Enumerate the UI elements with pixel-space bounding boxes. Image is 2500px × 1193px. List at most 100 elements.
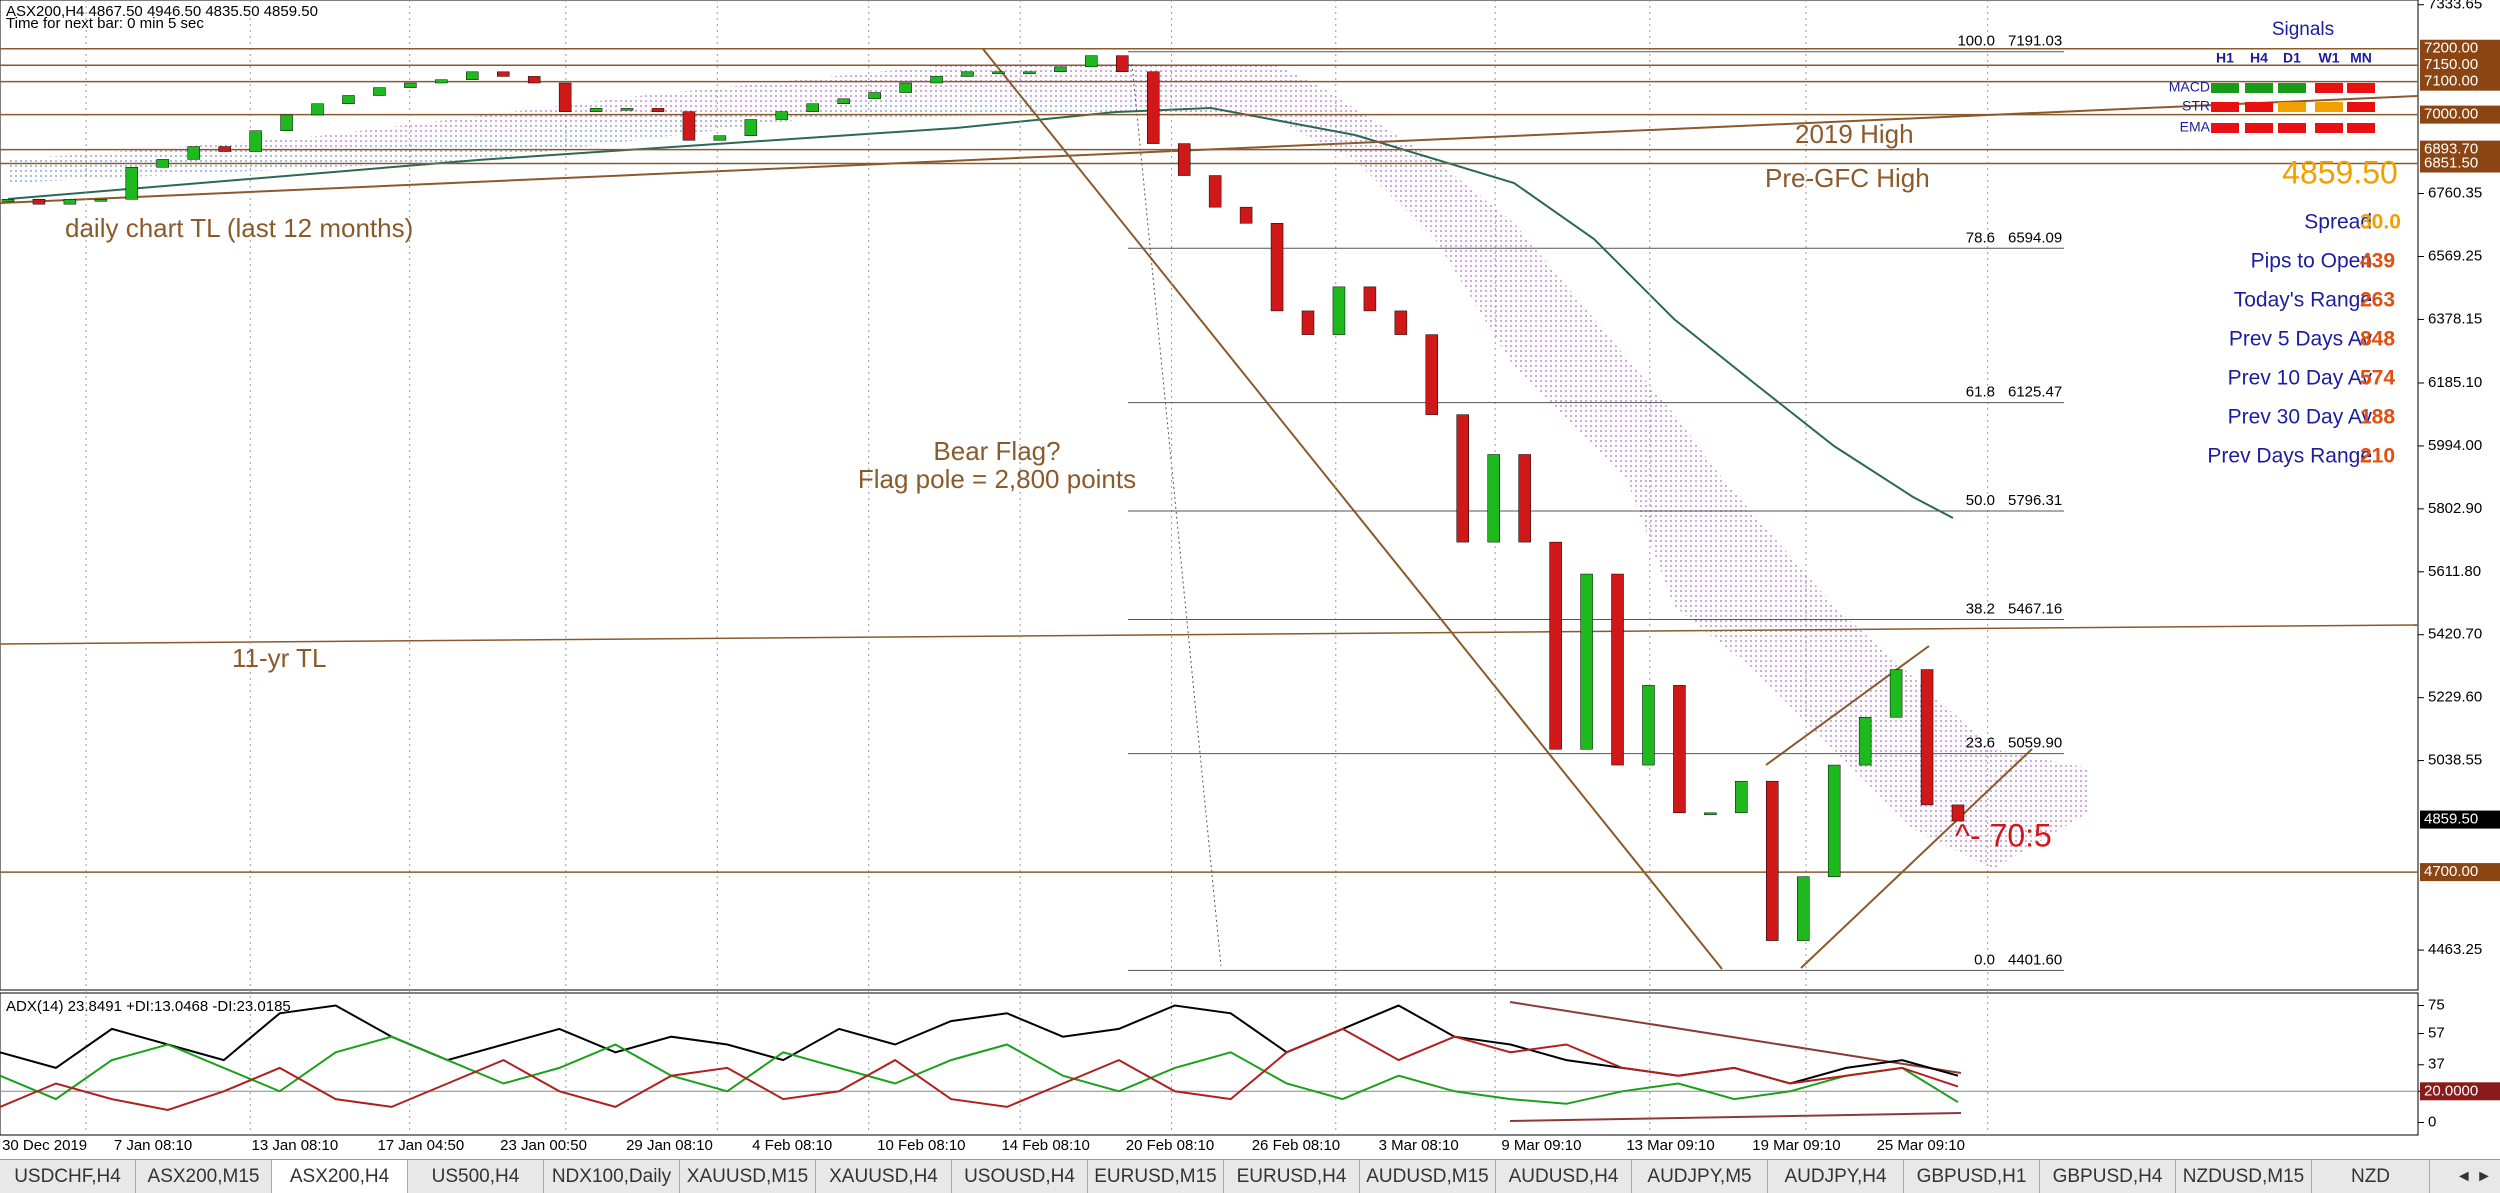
- candle: [1208, 175, 1222, 208]
- stat-value: 210: [2360, 445, 2395, 468]
- candle: [589, 108, 603, 112]
- last-price-label: 4859.50: [2424, 811, 2478, 828]
- price-panel: [0, 0, 2419, 991]
- candle: [218, 146, 231, 152]
- stat-value: 574: [2360, 367, 2395, 390]
- y-tick-label: 6185.10: [2428, 374, 2482, 391]
- level-label: 7000.00: [2424, 106, 2478, 123]
- candle: [156, 159, 170, 168]
- x-tick-label: 14 Feb 08:10: [1001, 1137, 1089, 1154]
- signal-cell: [2211, 83, 2239, 93]
- fib-level: 61.8: [1966, 384, 1995, 401]
- fib-level: 100.0: [1957, 33, 1995, 50]
- tab[interactable]: NZDUSD,M15: [2176, 1160, 2312, 1193]
- y-tick-label: 5611.80: [2428, 563, 2481, 580]
- candle: [1363, 286, 1377, 312]
- signals-row-label: STR: [2182, 98, 2210, 114]
- candle: [682, 111, 696, 141]
- candle: [342, 95, 355, 104]
- signal-cell: [2211, 123, 2239, 133]
- x-tick-label: 4 Feb 08:10: [752, 1137, 832, 1154]
- adx-tick-label: 0: [2428, 1113, 2436, 1130]
- tab[interactable]: AUDUSD,H4: [1496, 1160, 1632, 1193]
- stat-value: 848: [2360, 328, 2395, 351]
- moving-average: [7, 106, 1954, 519]
- x-tick-label: 13 Jan 08:10: [252, 1137, 339, 1154]
- tab[interactable]: ASX200,H4: [272, 1160, 408, 1193]
- level-box: [2420, 154, 2500, 173]
- candle: [620, 108, 634, 111]
- candle: [125, 167, 139, 200]
- candle: [744, 119, 758, 136]
- candle: [32, 199, 46, 205]
- tab[interactable]: EURUSD,H4: [1224, 1160, 1360, 1193]
- signal-cell: [2278, 102, 2306, 112]
- tab[interactable]: XAUUSD,H4: [816, 1160, 952, 1193]
- tab[interactable]: ASX200,M15: [136, 1160, 272, 1193]
- stat-value: 439: [2360, 250, 2395, 273]
- symbol-line: ASX200,H4 4867.50 4946.50 4835.50 4859.5…: [6, 3, 318, 20]
- x-tick-label: 30 Dec 2019: [2, 1137, 87, 1154]
- fib-price: 4401.60: [2008, 951, 2062, 968]
- y-tick-label: 5420.70: [2428, 626, 2482, 643]
- candle: [373, 87, 386, 96]
- candle: [280, 114, 293, 131]
- candle: [1023, 71, 1036, 75]
- signals-column: H4: [2250, 50, 2268, 66]
- candle: [435, 79, 448, 84]
- candle: [1827, 764, 1841, 877]
- fib-price: 5467.16: [2008, 600, 2062, 617]
- level-label: 7150.00: [2424, 56, 2478, 73]
- level-box: [2420, 105, 2500, 124]
- candle: [1425, 334, 1439, 415]
- tab[interactable]: GBPUSD,H4: [2040, 1160, 2176, 1193]
- level-label: 7100.00: [2424, 73, 2478, 90]
- candle: [1456, 414, 1470, 543]
- tab[interactable]: USOUSD,H4: [952, 1160, 1088, 1193]
- annotation: Bear Flag?: [933, 436, 1060, 466]
- candle: [404, 82, 417, 88]
- tab[interactable]: NZD: [2312, 1160, 2430, 1193]
- terminal-chart: ASX200,H4 4867.50 4946.50 4835.50 4859.5…: [0, 0, 2500, 1154]
- candle: [1487, 454, 1500, 543]
- fib-level: 38.2: [1966, 600, 1995, 617]
- x-tick-label: 20 Feb 08:10: [1126, 1137, 1214, 1154]
- tab[interactable]: XAUUSD,M15: [680, 1160, 816, 1193]
- y-tick-label: 7333.65: [2428, 0, 2482, 13]
- tab[interactable]: NDX100,Daily: [544, 1160, 680, 1193]
- stat-value: 30.0: [2360, 211, 2401, 234]
- tab[interactable]: USDCHF,H4: [0, 1160, 136, 1193]
- level-box: [2420, 56, 2500, 75]
- y-tick-label: 5994.00: [2428, 437, 2482, 454]
- stat-label: Pips to Open: [2251, 250, 2372, 273]
- stat-value: 188: [2360, 406, 2395, 429]
- signals-row-label: MACD: [2169, 79, 2210, 95]
- level-box: [2420, 863, 2500, 882]
- tab-arrows[interactable]: ◄ ►: [2455, 1168, 2492, 1185]
- adx-level-box: [2420, 1082, 2500, 1101]
- candle: [187, 146, 200, 160]
- candle: [527, 76, 541, 84]
- candle: [496, 71, 510, 77]
- x-tick-label: 26 Feb 08:10: [1252, 1137, 1340, 1154]
- x-tick-label: 13 Mar 09:10: [1626, 1137, 1714, 1154]
- flag-pole-line: [982, 48, 1723, 970]
- signals-column: H1: [2216, 50, 2234, 66]
- flag-lower: [1800, 748, 2033, 969]
- x-tick-label: 3 Mar 08:10: [1379, 1137, 1459, 1154]
- candle: [1549, 541, 1562, 750]
- tab[interactable]: AUDUSD,M15: [1360, 1160, 1496, 1193]
- tab[interactable]: US500,H4: [408, 1160, 544, 1193]
- tab[interactable]: EURUSD,M15: [1088, 1160, 1224, 1193]
- level-label: 4700.00: [2424, 863, 2478, 880]
- stat-label: Prev 10 Day Av: [2228, 367, 2373, 390]
- tab[interactable]: AUDJPY,M5: [1632, 1160, 1768, 1193]
- level-label: 6851.50: [2424, 154, 2478, 171]
- y-tick-label: 6760.35: [2428, 185, 2482, 202]
- candle: [1673, 685, 1686, 814]
- tab[interactable]: GBPUSD,H1: [1904, 1160, 2040, 1193]
- candle: [1332, 286, 1346, 335]
- tab[interactable]: AUDJPY,H4: [1768, 1160, 1904, 1193]
- stat-value: 263: [2360, 289, 2395, 312]
